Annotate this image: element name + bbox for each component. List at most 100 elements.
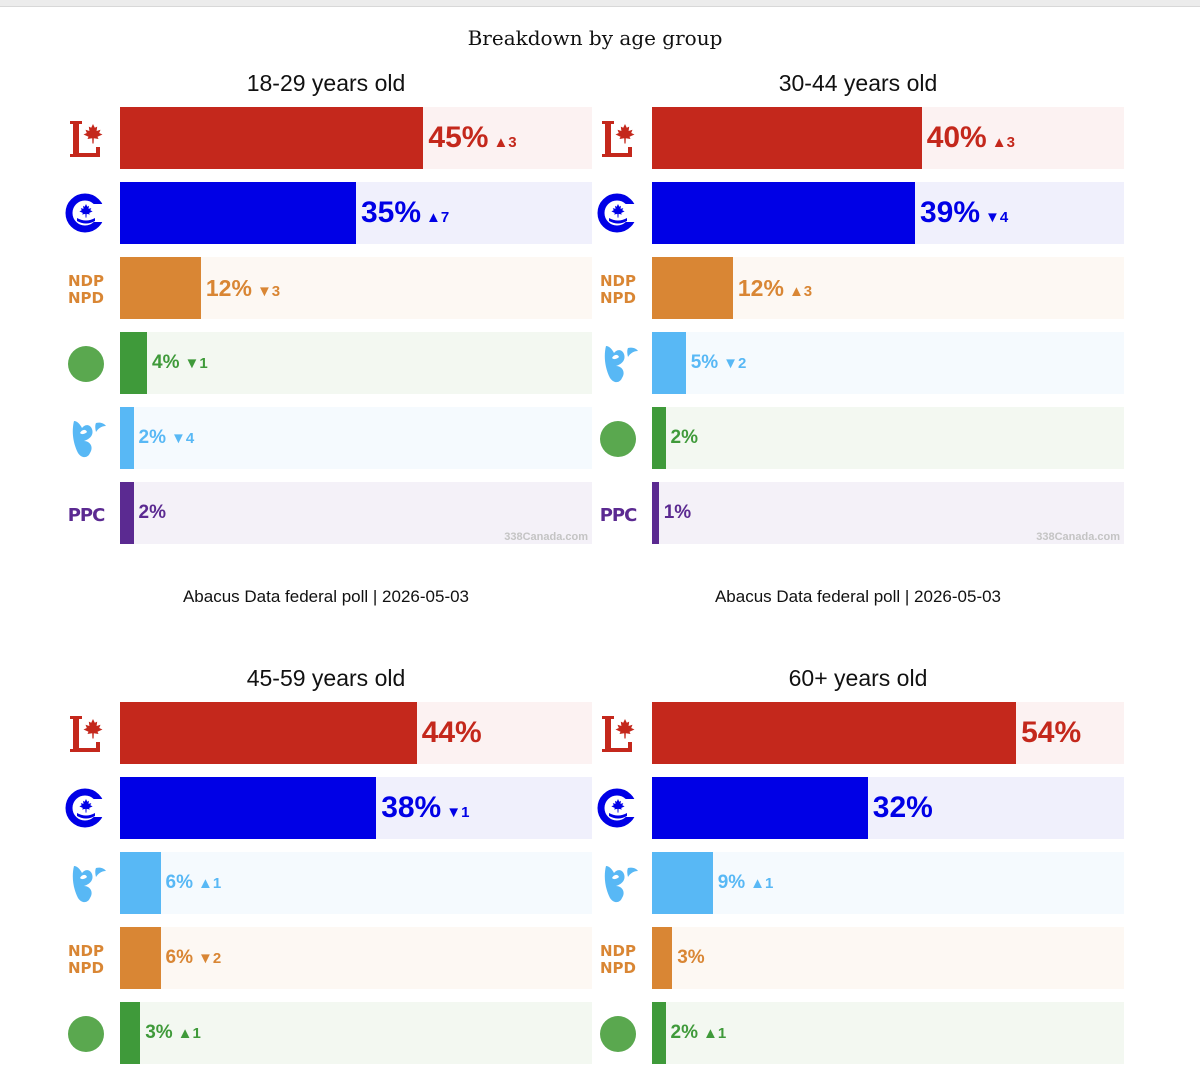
svg-text:NDP: NDP [600, 942, 636, 960]
change-label: ▼1 [184, 355, 207, 372]
bar-lpc [652, 107, 922, 169]
bar-gpc [120, 332, 147, 394]
bar-ppc [120, 482, 134, 544]
liberal-logo-icon [60, 107, 112, 169]
value-label: 32% [873, 777, 933, 839]
bar-row-ndp: NDP NPD 12% ▲3 [592, 257, 1124, 319]
bar-cpc [120, 777, 377, 839]
panel-title: 45-59 years old [246, 665, 406, 691]
percent-label: 5% [690, 352, 719, 373]
bar-row-cpc: 39% ▼4 [592, 182, 1124, 244]
change-value: 4 [999, 209, 1009, 226]
change-label: ▼4 [171, 430, 194, 447]
change-label: ▲3 [493, 134, 516, 151]
percent-label: 6% [165, 872, 193, 893]
bar-row-cpc: 38% ▼1 [60, 777, 592, 839]
percent-label: 3% [677, 947, 705, 968]
change-value: 1 [212, 875, 222, 892]
chart-panel-45-59: 45-59 years old 44% 38% ▼1 6% ▲1 NDP NPD 6% ▼2 3%… [60, 665, 592, 1079]
svg-text:PPC: PPC [600, 505, 637, 526]
value-label: 35% ▲7 [361, 182, 449, 244]
bar-ppc [652, 482, 659, 544]
change-label: ▲1 [703, 1025, 726, 1042]
main-title: Breakdown by age group [467, 26, 723, 50]
value-label: 6% ▼2 [166, 927, 222, 989]
bar-track: 3% ▲1 [120, 1002, 592, 1064]
bar-row-bq: 2% ▼4 [60, 407, 592, 469]
bar-row-bq: 6% ▲1 [60, 852, 592, 914]
svg-text:NDP: NDP [600, 272, 636, 290]
svg-text:NPD: NPD [68, 959, 104, 977]
bar-row-cpc: 32% [592, 777, 1124, 839]
bar-track: 38% ▼1 [120, 777, 592, 839]
value-label: 3% [677, 927, 704, 989]
bar-row-ppc: PPC 2% 338Canada.com [60, 482, 592, 544]
bar-bq [120, 407, 134, 469]
conservative-logo-icon [592, 777, 644, 839]
change-value: 1 [192, 1025, 201, 1042]
change-label: ▲1 [198, 875, 221, 892]
change-value: 1 [765, 875, 774, 892]
ndp-logo-icon: NDP NPD [60, 257, 112, 319]
change-value: 3 [803, 283, 813, 300]
bar-bq [652, 332, 686, 394]
bar-track: 35% ▲7 [120, 182, 592, 244]
up-triangle-icon: ▲ [493, 134, 509, 151]
value-label: 45% ▲3 [428, 107, 516, 169]
value-label: 54% [1021, 702, 1081, 764]
bar-track: 6% ▼2 [120, 927, 592, 989]
ndp-logo-icon: NDP NPD [60, 927, 112, 989]
chart-panel-60-plus: 60+ years old 54% 32% 9% ▲1 NDP NPD 3% 2% ▲1 [592, 665, 1124, 1079]
bar-track: 2% ▲1 [652, 1002, 1124, 1064]
percent-label: 12% [205, 275, 252, 301]
bar-row-ndp: NDP NPD 3% [592, 927, 1124, 989]
ppc-logo-icon: PPC [592, 482, 644, 544]
bar-track: 40% ▲3 [652, 107, 1124, 169]
bar-track: 12% ▲3 [652, 257, 1124, 319]
change-value: 7 [440, 209, 450, 226]
bar-row-gpc: 2% [592, 407, 1124, 469]
bar-track: 9% ▲1 [652, 852, 1124, 914]
bar-track: 4% ▼1 [120, 332, 592, 394]
watermark: 338Canada.com [504, 531, 588, 543]
down-triangle-icon: ▼ [723, 355, 739, 372]
bar-track: 5% ▼2 [652, 332, 1124, 394]
green-logo-icon [60, 1002, 112, 1064]
percent-label: 40% [926, 121, 987, 154]
bar-track: 3% [652, 927, 1124, 989]
percent-label: 3% [145, 1022, 173, 1043]
bar-track: 44% [120, 702, 592, 764]
bar-lpc [652, 702, 1017, 764]
bloc-logo-icon [592, 332, 644, 394]
svg-text:NDP: NDP [68, 272, 104, 290]
bar-ndp [120, 257, 201, 319]
up-triangle-icon: ▲ [426, 209, 441, 226]
value-label: 12% ▼3 [206, 257, 280, 319]
bar-cpc [120, 182, 356, 244]
bar-track: 39% ▼4 [652, 182, 1124, 244]
bar-row-gpc: 4% ▼1 [60, 332, 592, 394]
bar-track: 45% ▲3 [120, 107, 592, 169]
percent-label: 12% [737, 275, 784, 301]
ndp-logo-icon: NDP NPD [592, 927, 644, 989]
bar-row-ppc: PPC 1% 338Canada.com [592, 482, 1124, 544]
panel-footer: Abacus Data federal poll | 2026-05-03 [182, 587, 470, 606]
up-triangle-icon: ▲ [177, 1025, 193, 1042]
bar-ndp [652, 927, 673, 989]
value-label: 9% ▲1 [718, 852, 774, 914]
conservative-logo-icon [60, 777, 112, 839]
bar-row-lpc: 44% [60, 702, 592, 764]
bar-row-lpc: 54% [592, 702, 1124, 764]
chart-panel-30-44: 30-44 years old 40% ▲3 39% ▼4 NDP NPD 12% ▲3 5% ▼… [592, 70, 1124, 615]
bar-row-lpc: 40% ▲3 [592, 107, 1124, 169]
percent-label: 1% [663, 502, 692, 523]
bar-bq [120, 852, 161, 914]
change-label: ▼4 [985, 209, 1008, 226]
bar-track: 2% [652, 407, 1124, 469]
up-triangle-icon: ▲ [197, 875, 213, 892]
percent-label: 4% [152, 352, 180, 373]
percent-label: 32% [872, 791, 933, 824]
ppc-logo-icon: PPC [60, 482, 112, 544]
change-value: 1 [717, 1025, 727, 1042]
percent-label: 6% [165, 947, 193, 968]
